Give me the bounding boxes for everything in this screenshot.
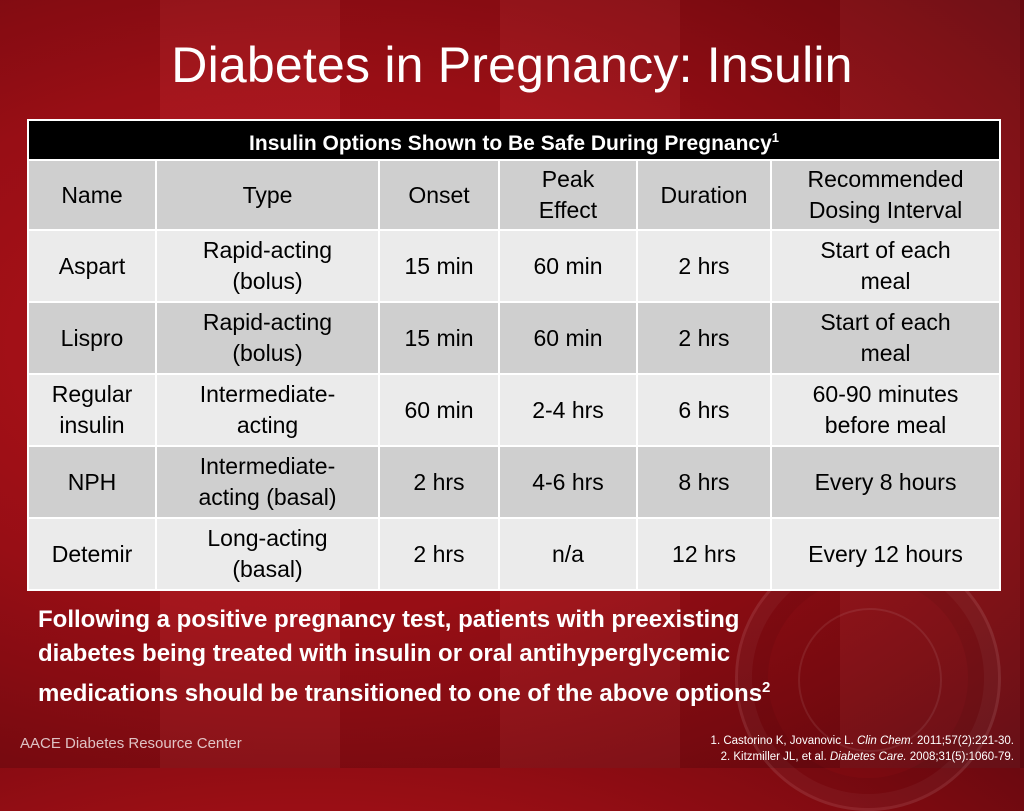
cell-onset: 15 min bbox=[378, 229, 500, 303]
cell-type: Intermediate-acting (basal) bbox=[155, 445, 380, 519]
table-row: Lispro Rapid-acting (bolus) 15 min 60 min… bbox=[27, 301, 1002, 375]
cell-onset: 2 hrs bbox=[378, 445, 500, 519]
reference-item: 1. Castorino K, Jovanovic L. Clin Chem. … bbox=[710, 735, 1014, 747]
cell-peak: n/a bbox=[498, 517, 638, 591]
references: 1. Castorino K, Jovanovic L. Clin Chem. … bbox=[711, 733, 1014, 765]
cell-type: Long-acting (basal) bbox=[155, 517, 380, 591]
cell-onset: 15 min bbox=[378, 301, 500, 375]
cell-name: Lispro bbox=[27, 301, 157, 375]
table-row: NPH Intermediate-acting (basal) 2 hrs 4-… bbox=[27, 445, 1002, 519]
cell-interval: Start of each meal bbox=[769, 301, 1002, 375]
table-caption: Insulin Options Shown to Be Safe During … bbox=[26, 119, 1002, 161]
cell-type: Intermediate-acting bbox=[155, 373, 380, 447]
cell-name: Aspart bbox=[27, 229, 157, 303]
column-header-duration: Duration bbox=[636, 159, 772, 231]
cell-peak: 4-6 hrs bbox=[498, 445, 638, 519]
cell-name: Regular insulin bbox=[27, 373, 157, 447]
insulin-table: Insulin Options Shown to Be Safe During … bbox=[26, 119, 1002, 591]
cell-duration: 2 hrs bbox=[636, 229, 772, 303]
cell-onset: 2 hrs bbox=[378, 517, 500, 591]
reference-item: 2. Kitzmiller JL, et al. Diabetes Care. … bbox=[720, 751, 1014, 763]
cell-duration: 6 hrs bbox=[636, 373, 772, 447]
body-footnote-marker: 2 bbox=[762, 679, 771, 696]
cell-onset: 60 min bbox=[378, 373, 500, 447]
cell-peak: 60 min bbox=[498, 301, 638, 375]
cell-interval: Every 12 hours bbox=[769, 517, 1002, 591]
slide-title: Diabetes in Pregnancy: Insulin bbox=[171, 37, 853, 93]
table-header-row: Name Type Onset Peak Effect Duration Reco… bbox=[27, 159, 1002, 231]
cell-interval: 60-90 minutes before meal bbox=[769, 373, 1002, 447]
cell-peak: 60 min bbox=[498, 229, 638, 303]
cell-peak: 2-4 hrs bbox=[498, 373, 638, 447]
cell-duration: 12 hrs bbox=[636, 517, 772, 591]
table-row: Regular insulin Intermediate-acting 60 mi… bbox=[27, 373, 1002, 447]
table-row: Aspart Rapid-acting (bolus) 15 min 60 min… bbox=[27, 229, 1002, 303]
cell-type: Rapid-acting (bolus) bbox=[155, 301, 380, 375]
cell-interval: Start of each meal bbox=[769, 229, 1002, 303]
recommendation-text: Following a positive pregnancy test, pat… bbox=[38, 606, 771, 707]
cell-name: Detemir bbox=[27, 517, 157, 591]
cell-name: NPH bbox=[27, 445, 157, 519]
cell-interval: Every 8 hours bbox=[769, 445, 1002, 519]
cell-duration: 2 hrs bbox=[636, 301, 772, 375]
cell-duration: 8 hrs bbox=[636, 445, 772, 519]
column-header-type: Type bbox=[155, 159, 380, 231]
column-header-onset: Onset bbox=[378, 159, 500, 231]
column-header-peak-effect: Peak Effect bbox=[498, 159, 638, 231]
caption-footnote-marker: 1 bbox=[771, 129, 779, 145]
column-header-name: Name bbox=[27, 159, 157, 231]
footer-brand: AACE Diabetes Resource Center bbox=[20, 735, 242, 752]
cell-type: Rapid-acting (bolus) bbox=[155, 229, 380, 303]
table-row: Detemir Long-acting (basal) 2 hrs n/a 12 … bbox=[27, 517, 1002, 591]
column-header-dosing-interval: Recommended Dosing Interval bbox=[769, 159, 1002, 231]
